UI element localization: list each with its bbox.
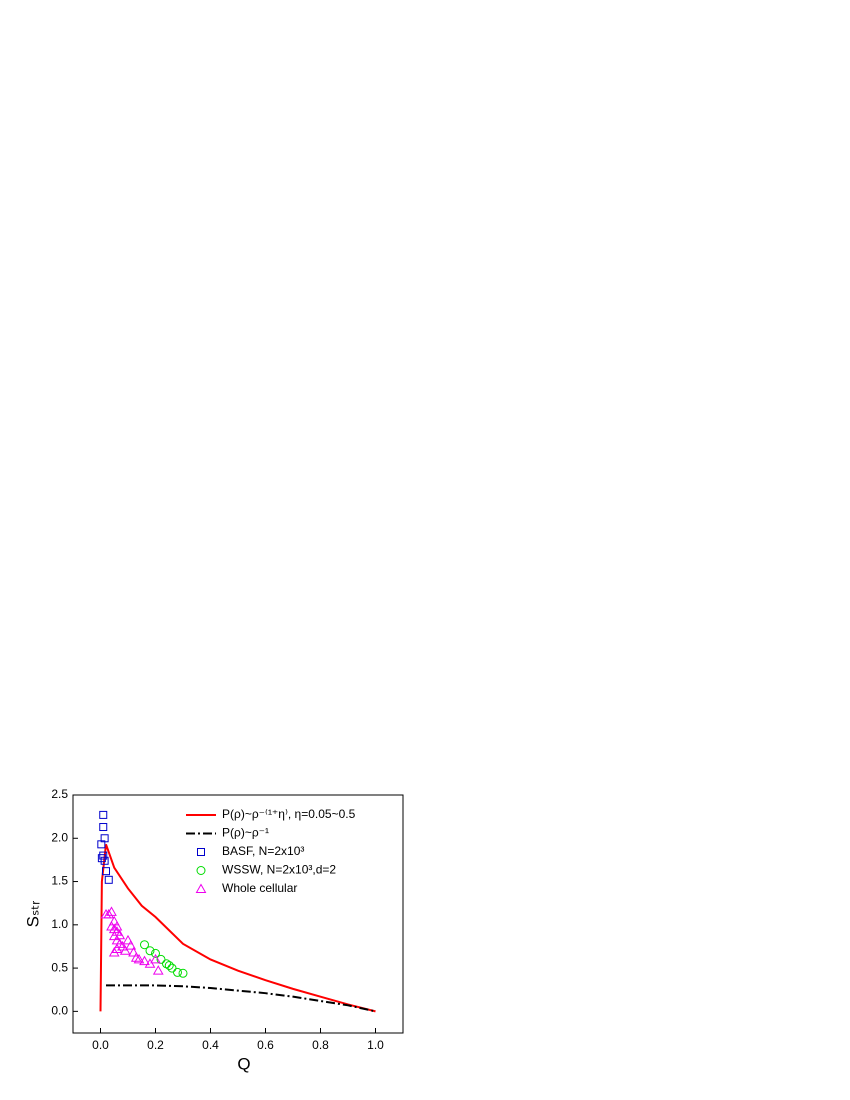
marker-square — [99, 810, 108, 819]
marker-square — [197, 848, 205, 856]
y-tick-label: 0.5 — [51, 960, 68, 974]
y-tick-label: 1.5 — [51, 874, 68, 888]
y-tick-label: 2.5 — [51, 787, 68, 801]
marker-triangle — [122, 934, 134, 945]
y-tick-label: 0.0 — [51, 1004, 68, 1018]
marker-circle — [164, 960, 174, 970]
marker-square — [104, 875, 113, 884]
x-tick-label: 0.8 — [312, 1038, 329, 1052]
marker-square — [99, 823, 108, 832]
marker-triangle — [139, 955, 150, 966]
marker-triangle — [133, 953, 145, 964]
marker-circle — [178, 968, 188, 978]
marker-triangle — [108, 946, 120, 957]
y-axis-title: Sₛₜᵣ — [23, 901, 42, 928]
marker-circle — [140, 940, 149, 950]
x-tick-label: 0.0 — [92, 1038, 109, 1052]
series-line — [106, 984, 376, 1013]
legend-label: P(ρ)~ρ⁻¹ — [222, 826, 269, 840]
series-line — [99, 843, 376, 1013]
marker-circle — [145, 946, 155, 956]
marker-circle — [196, 866, 206, 875]
marker-circle — [167, 963, 177, 973]
marker-square — [97, 840, 106, 849]
marker-triangle — [130, 952, 142, 962]
marker-square — [100, 856, 109, 865]
marker-circle — [162, 959, 171, 969]
legend-label: BASF, N=2x10³ — [222, 844, 304, 858]
legend-label: Whole cellular — [222, 881, 297, 895]
y-tick-label: 1.0 — [51, 917, 68, 931]
marker-triangle — [195, 883, 207, 893]
marker-triangle — [117, 940, 128, 951]
x-tick-label: 1.0 — [367, 1038, 384, 1052]
marker-circle — [151, 948, 160, 958]
marker-circle — [173, 967, 182, 977]
marker-square — [97, 854, 106, 863]
marker-triangle — [114, 929, 126, 940]
x-tick-label: 0.2 — [147, 1038, 164, 1052]
marker-triangle — [150, 953, 161, 964]
marker-circle — [156, 954, 166, 964]
marker-triangle — [125, 940, 137, 950]
x-tick-label: 0.4 — [202, 1038, 219, 1052]
legend-label: P(ρ)~ρ⁻⁽¹⁺η⁾, η=0.05~0.5 — [222, 807, 356, 821]
marker-square — [102, 867, 110, 876]
y-tick-label: 2.0 — [51, 830, 68, 844]
marker-triangle — [128, 946, 139, 957]
marker-triangle — [103, 908, 115, 919]
marker-triangle — [111, 921, 123, 931]
marker-triangle — [119, 945, 131, 955]
marker-triangle — [152, 965, 164, 975]
x-axis-title: Q — [237, 1054, 250, 1073]
marker-square — [99, 851, 108, 860]
x-tick-label: 0.6 — [257, 1038, 274, 1052]
plot-frame — [72, 794, 404, 1034]
legend-label: WSSW, N=2x10³,d=2 — [222, 863, 336, 877]
